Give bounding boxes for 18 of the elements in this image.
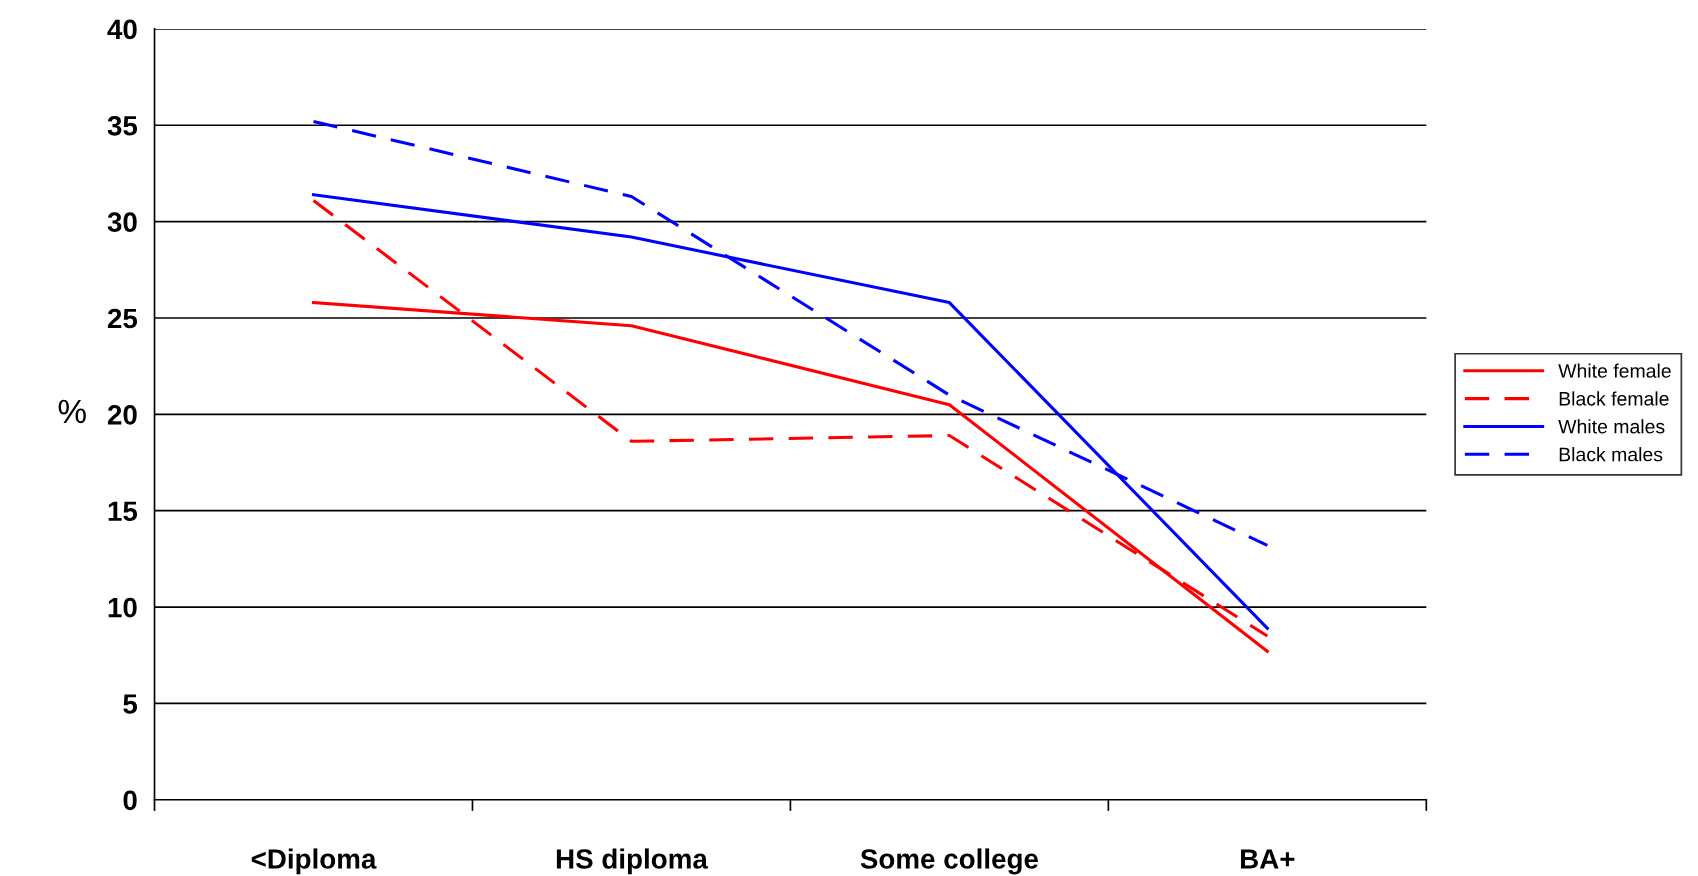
legend-label: White female (1558, 363, 1671, 378)
x-tick-label: Some college (860, 848, 1038, 875)
y-tick-label: 20 (107, 405, 137, 425)
legend-label: Black males (1559, 447, 1663, 462)
y-tick-label: 5 (123, 694, 138, 714)
y-tick-label: 15 (108, 501, 138, 522)
y-tick-label: 40 (107, 19, 137, 40)
legend-label: Black female (1559, 391, 1669, 406)
y-tick-label: 35 (107, 115, 138, 136)
y-tick-label: 0 (123, 790, 137, 811)
y-tick-label: 10 (108, 597, 137, 618)
x-tick-label: <Diploma (251, 848, 377, 875)
y-axis-title: % (58, 399, 86, 424)
y-tick-label: 30 (107, 212, 137, 233)
legend-label: White males (1558, 419, 1665, 434)
y-tick-label: 25 (107, 308, 138, 329)
x-tick-label: HS diploma (556, 848, 709, 875)
x-tick-label: BA+ (1241, 849, 1295, 869)
